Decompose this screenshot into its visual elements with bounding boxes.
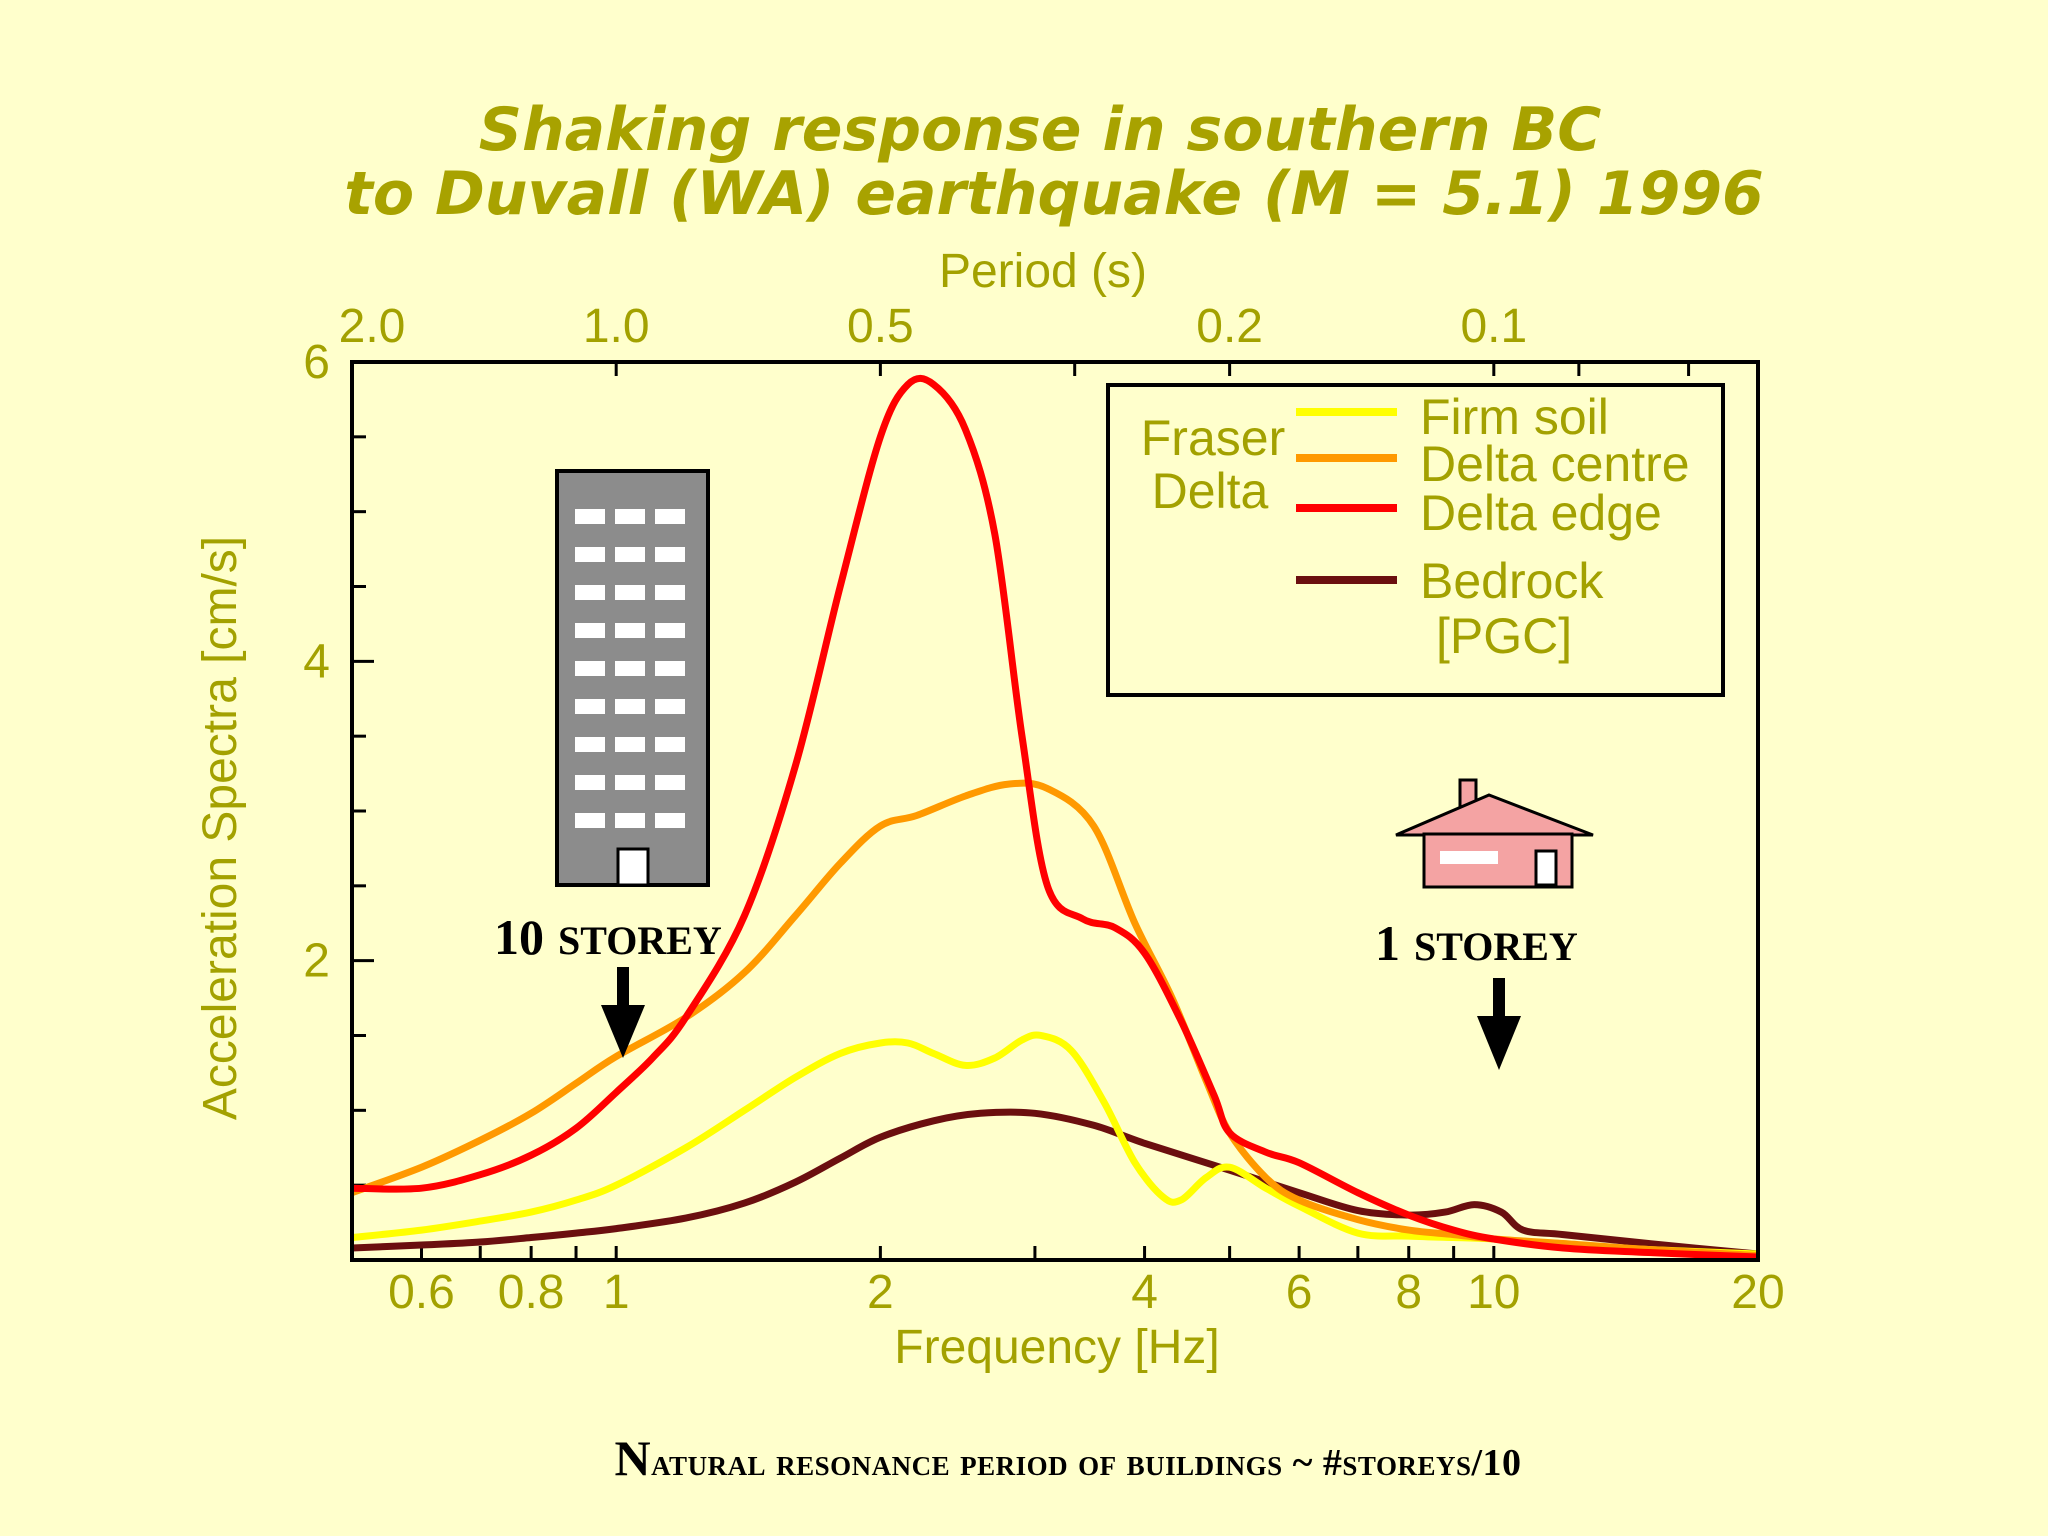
period-tick-label: 0.2 (1196, 300, 1263, 353)
series-lines (352, 374, 1758, 1260)
period-tick-label: 2.0 (339, 300, 406, 353)
footer-caption-rest: atural resonance period of buildings ~ #… (651, 1442, 1521, 1484)
y-tick-label: 2 (303, 935, 330, 988)
legend-label-delta-edge: Delta edge (1420, 485, 1662, 541)
house-label-number: 1 (1375, 915, 1400, 971)
series-line-delta-centre (352, 779, 1758, 1259)
building-window (615, 623, 645, 638)
building-window (575, 623, 605, 638)
x-tick-label: 1 (603, 1266, 630, 1319)
x-tick-label: 0.6 (388, 1266, 455, 1319)
series-line-firm-soil (352, 1031, 1758, 1258)
x-tick-label: 2 (867, 1266, 894, 1319)
x-tick-label: 4 (1131, 1266, 1158, 1319)
tall-building-label-word: STOREY (558, 918, 722, 963)
x-tick-label: 20 (1731, 1266, 1784, 1319)
building-window (575, 661, 605, 676)
building-window (655, 699, 685, 714)
building-window (615, 699, 645, 714)
series-line-bedrock (352, 1108, 1758, 1258)
legend-group-label-line1: Fraser (1141, 410, 1285, 466)
top-axis-label: Period (s) (939, 245, 1147, 298)
building-window (655, 585, 685, 600)
legend-label-bedrock: [PGC] (1436, 608, 1572, 664)
building-window (615, 813, 645, 828)
legend-label-delta-centre: Delta centre (1420, 436, 1690, 492)
building-window (655, 623, 685, 638)
x-axis-label: Frequency [Hz] (894, 1321, 1219, 1374)
house-label: 1 STOREY (1375, 915, 1578, 971)
building-window (655, 775, 685, 790)
legend-label-bedrock: Bedrock (1420, 553, 1604, 609)
y-axis-label: Acceleration Spectra [cm/s] (194, 536, 247, 1120)
footer-caption: Natural resonance period of buildings ~ … (614, 1430, 1521, 1486)
series-line-delta-edge (352, 374, 1758, 1260)
period-tick-label: 0.5 (847, 300, 914, 353)
legend-label-firm-soil: Firm soil (1420, 389, 1609, 445)
period-tick-label: 0.1 (1460, 300, 1527, 353)
building-window (655, 509, 685, 524)
plot-frame (350, 360, 1760, 1262)
building-window (615, 775, 645, 790)
building-window (615, 737, 645, 752)
x-tick-label: 8 (1395, 1266, 1422, 1319)
chart-title: Shaking response in southern BC (479, 95, 1601, 165)
building-window (615, 509, 645, 524)
chart-subtitle: to Duvall (WA) earthquake (M = 5.1) 1996 (344, 159, 1764, 229)
building-window (575, 775, 605, 790)
building-window (575, 547, 605, 562)
tall-building-label: 10 STOREY (494, 909, 722, 965)
tall-building-label-number: 10 (494, 909, 544, 965)
down-arrow-icon (601, 967, 645, 1058)
building-window (655, 661, 685, 676)
house-label-word: STOREY (1414, 924, 1578, 969)
building-window (615, 585, 645, 600)
building-window (575, 585, 605, 600)
x-tick-label: 0.8 (498, 1266, 565, 1319)
y-tick-label: 4 (303, 635, 330, 688)
axis-tick-labels: 0.6 0.8 1 2 4 6 8 10 20 2.0 1.0 0.5 0.2 0.1 2 4 6 (303, 300, 1784, 1319)
building-window (615, 547, 645, 562)
house-icon (1395, 778, 1594, 889)
legend-box (1106, 383, 1725, 697)
legend-group-label-line2: Delta (1152, 463, 1269, 519)
building-window (575, 737, 605, 752)
building-window (575, 813, 605, 828)
period-tick-label: 1.0 (583, 300, 650, 353)
y-tick-label: 6 (303, 336, 330, 389)
building-window (655, 547, 685, 562)
building-window (575, 509, 605, 524)
building-window (655, 813, 685, 828)
building-window (615, 661, 645, 676)
x-tick-label: 6 (1286, 1266, 1313, 1319)
footer-caption-lead: N (614, 1430, 651, 1486)
building-window (575, 699, 605, 714)
x-tick-label: 10 (1467, 1266, 1520, 1319)
down-arrow-icon (1477, 978, 1521, 1070)
office-building-icon (555, 469, 710, 887)
building-window (655, 737, 685, 752)
